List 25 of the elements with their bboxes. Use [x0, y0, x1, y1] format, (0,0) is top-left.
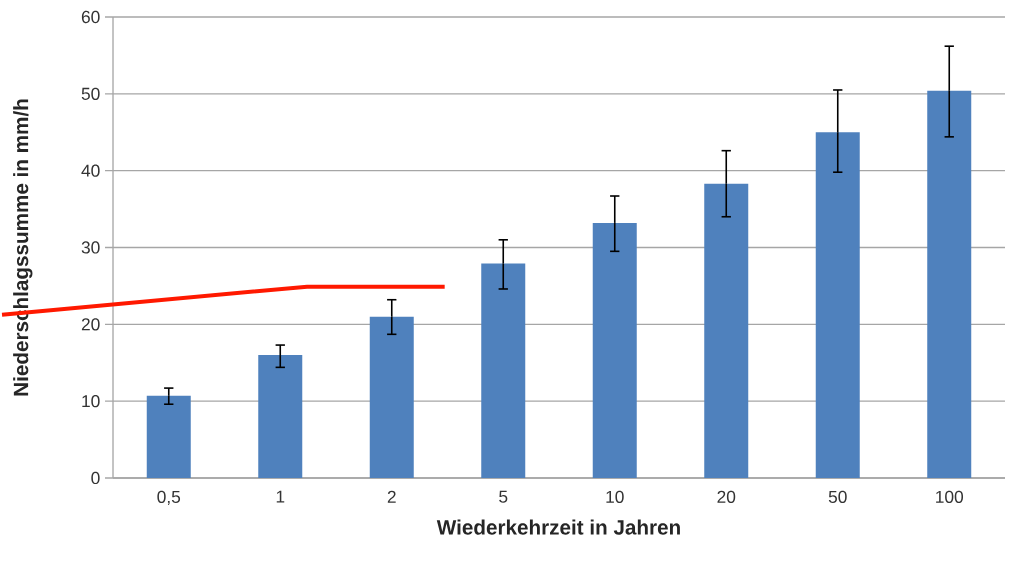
x-tick-label: 0,5 [157, 490, 181, 506]
x-tick-label: 50 [828, 490, 847, 503]
bar [815, 132, 860, 478]
x-tick-label: 5 [499, 490, 508, 503]
y-axis-title: Niederschlagssumme in mm/h [13, 99, 33, 396]
x-tick-label: 10 [606, 490, 624, 503]
x-axis-title: Wiederkehrzeit in Jahren [436, 519, 680, 535]
y-tick-label: 0 [91, 471, 100, 485]
bar [592, 222, 637, 478]
y-tick-label: 30 [81, 241, 100, 254]
x-tick-label: 2 [387, 490, 396, 503]
x-tick-label: 20 [717, 490, 736, 503]
bar [146, 395, 191, 478]
y-tick-label: 20 [81, 318, 100, 331]
bar [927, 90, 972, 478]
y-tick-label: 60 [81, 10, 100, 24]
y-tick-label: 50 [81, 87, 100, 100]
bar [258, 355, 303, 478]
x-tick-label: 100 [936, 490, 964, 503]
y-tick-label: 10 [82, 395, 100, 408]
x-tick-label: 1 [276, 490, 285, 503]
bar [704, 183, 749, 478]
bar [481, 263, 526, 478]
bar [369, 316, 414, 478]
y-tick-label: 40 [81, 164, 100, 177]
